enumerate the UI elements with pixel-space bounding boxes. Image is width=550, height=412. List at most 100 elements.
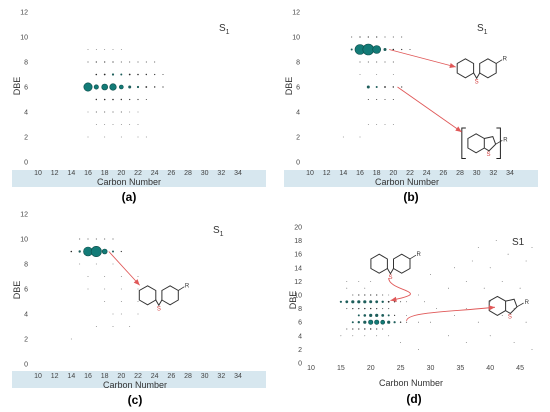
data-point <box>376 308 378 310</box>
panel-b-series-label: S1 <box>477 23 488 36</box>
data-point <box>383 48 387 51</box>
data-point <box>392 124 394 125</box>
data-point <box>401 86 403 88</box>
y-tick-label: 0 <box>24 362 28 369</box>
data-point <box>513 342 515 343</box>
data-point <box>120 73 123 76</box>
panel-c-y-ticks: 0 2 4 6 8 10 12 <box>20 212 28 369</box>
data-point <box>448 287 449 289</box>
data-point <box>363 314 367 317</box>
data-point <box>112 326 114 327</box>
data-point <box>384 61 386 63</box>
data-point <box>120 276 122 277</box>
data-point <box>370 294 372 296</box>
panel-d-y-axis-label: DBE <box>288 291 298 310</box>
data-point <box>519 287 521 289</box>
data-point <box>359 36 361 38</box>
thiophene-bond-icon <box>155 299 163 307</box>
substituent-label: R <box>525 300 530 306</box>
data-point <box>104 124 106 125</box>
data-point <box>95 73 98 76</box>
panel-b-markers <box>342 36 411 138</box>
arrowhead-icon <box>449 62 456 68</box>
data-point <box>401 48 403 51</box>
data-point <box>436 308 437 309</box>
data-point <box>367 36 369 38</box>
arrowhead-icon <box>133 279 140 286</box>
data-point <box>368 319 374 325</box>
panel-c-caption: (c) <box>128 393 143 407</box>
data-point <box>162 74 164 75</box>
data-point <box>388 335 390 337</box>
data-point <box>364 287 366 289</box>
data-point <box>477 321 479 323</box>
data-point <box>128 73 131 76</box>
y-tick-label: 0 <box>298 361 302 368</box>
y-tick-label: 10 <box>292 35 300 42</box>
sulfur-atom-label: S <box>487 152 491 158</box>
data-point <box>387 314 390 317</box>
data-point <box>95 111 97 113</box>
data-point <box>424 301 425 303</box>
data-point <box>376 61 378 63</box>
data-point <box>136 85 140 89</box>
data-point <box>370 328 372 330</box>
x-tick-label: 34 <box>234 170 242 177</box>
data-point <box>128 85 132 89</box>
y-tick-label: 12 <box>292 10 300 17</box>
data-point <box>120 124 122 125</box>
x-tick-label: 20 <box>117 170 125 177</box>
data-point <box>95 238 97 240</box>
x-tick-label: 28 <box>456 170 464 177</box>
y-tick-label: 0 <box>24 160 28 167</box>
data-point <box>95 98 98 101</box>
data-point <box>162 86 164 88</box>
data-point <box>101 83 108 91</box>
x-tick-label: 25 <box>397 365 405 372</box>
data-point <box>112 49 114 50</box>
y-tick-label: 8 <box>296 60 300 67</box>
panel-a-x-ticks: 10 12 14 16 18 20 22 24 26 28 30 32 34 <box>34 170 242 177</box>
panel-b-x-ticks: 10 12 14 16 18 20 22 24 26 28 30 32 34 <box>306 170 514 177</box>
data-point <box>95 326 97 327</box>
data-point <box>507 253 509 255</box>
x-tick-label: 10 <box>34 170 42 177</box>
x-tick-label: 14 <box>339 170 347 177</box>
data-point <box>120 49 122 50</box>
data-point <box>350 48 353 51</box>
data-point <box>137 124 139 125</box>
panel-a-y-ticks: 0 2 4 6 8 10 12 <box>20 10 28 167</box>
benzene-ring-icon <box>456 58 475 79</box>
x-tick-label: 18 <box>373 170 381 177</box>
data-point <box>104 276 106 277</box>
data-point <box>454 267 455 269</box>
data-point <box>87 136 89 138</box>
panel-c-y-axis-label: DBE <box>12 281 22 300</box>
y-tick-label: 8 <box>24 262 28 269</box>
data-point <box>448 335 449 337</box>
panel-a-markers <box>83 49 164 138</box>
x-tick-label: 20 <box>367 365 375 372</box>
arrowhead-icon <box>390 296 397 302</box>
data-point <box>501 315 503 316</box>
data-point <box>376 124 378 125</box>
x-tick-label: 30 <box>473 170 481 177</box>
x-tick-label: 32 <box>217 373 225 380</box>
data-point <box>362 43 375 56</box>
x-tick-label: 32 <box>489 170 497 177</box>
data-point <box>112 250 114 253</box>
panel-d-structure-benzothiophene-1: SR <box>488 295 530 321</box>
panel-b-caption: (b) <box>403 190 418 204</box>
x-tick-label: 18 <box>101 170 109 177</box>
thiophene-bond-icon <box>472 72 481 80</box>
annotation-arrow <box>389 49 456 68</box>
data-point <box>384 124 386 125</box>
x-tick-label: 20 <box>389 170 397 177</box>
y-tick-label: 10 <box>294 293 302 300</box>
arrowhead-icon <box>455 126 462 132</box>
x-tick-label: 24 <box>151 170 159 177</box>
data-point <box>465 308 467 309</box>
